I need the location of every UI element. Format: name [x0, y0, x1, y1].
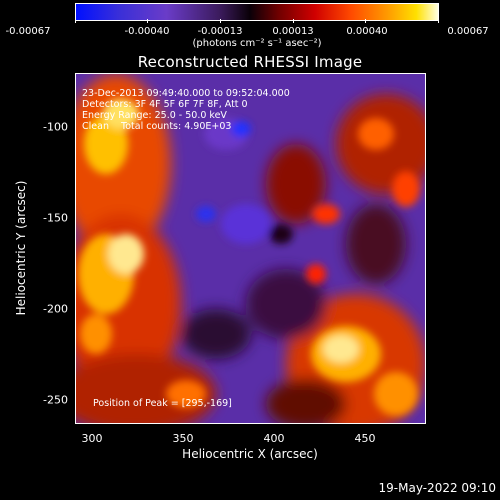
x-tick-label: 350: [172, 432, 194, 445]
x-tick-label: 450: [354, 432, 376, 445]
colorbar-tick-label: -0.00067: [5, 26, 51, 37]
peak-position: Position of Peak = [295,-169]: [93, 398, 232, 409]
colorbar-tick-mark: [293, 19, 294, 23]
colorbar-tick-label: -0.00040: [124, 26, 170, 37]
x-tick-label: 400: [263, 432, 285, 445]
colorbar-tick-mark: [75, 19, 76, 23]
y-axis-label: Heliocentric Y (arcsec): [14, 180, 28, 316]
colorbar-tick-label: -0.00013: [197, 26, 243, 37]
rhessi-image: [75, 73, 426, 424]
info-line-clean: Clean Total counts: 4.90E+03: [82, 121, 232, 132]
info-line-energy: Energy Range: 25.0 - 50.0 keV: [82, 110, 227, 121]
colorbar-tick-mark: [147, 19, 148, 23]
info-line-time: 23-Dec-2013 09:49:40.000 to 09:52:04.000: [82, 88, 290, 99]
colorbar-tick-mark: [438, 19, 439, 23]
colorbar-tick-mark: [220, 19, 221, 23]
y-tick-label: -150: [43, 211, 68, 225]
colorbar-tick-mark: [365, 19, 366, 23]
colorbar-tick-label: 0.00040: [346, 26, 388, 37]
render-timestamp: 19-May-2022 09:10: [378, 481, 496, 495]
colorbar-tick-label: 0.00067: [447, 26, 489, 37]
colorbar-tick-label: 0.00013: [272, 26, 314, 37]
x-axis-label: Heliocentric X (arcsec): [182, 447, 318, 461]
plot-title: Reconstructed RHESSI Image: [137, 53, 363, 71]
colorbar-units: (photons cm⁻² s⁻¹ asec⁻²): [192, 38, 322, 49]
image-canvas: [76, 74, 425, 423]
colorbar: [75, 3, 439, 21]
y-tick-label: -250: [43, 393, 68, 407]
y-tick-label: -200: [43, 302, 68, 316]
info-line-detectors: Detectors: 3F 4F 5F 6F 7F 8F, Att 0: [82, 99, 248, 110]
y-tick-label: -100: [43, 120, 68, 134]
x-tick-label: 300: [81, 432, 103, 445]
